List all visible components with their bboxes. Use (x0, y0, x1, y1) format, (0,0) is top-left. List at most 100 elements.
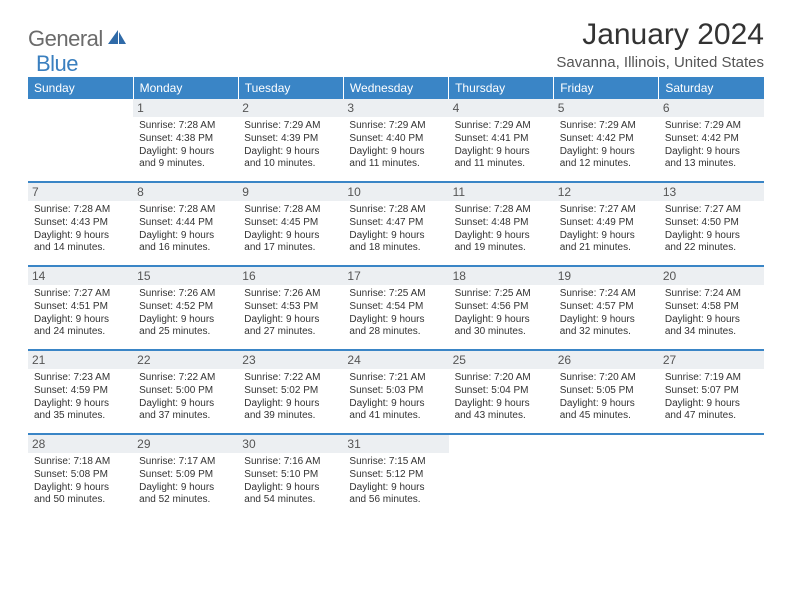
daylight-text: Daylight: 9 hours and 25 minutes. (139, 314, 232, 340)
sunset-text: Sunset: 4:48 PM (455, 217, 548, 230)
day-details: Sunrise: 7:21 AMSunset: 5:03 PMDaylight:… (347, 372, 444, 423)
day-cell: 30Sunrise: 7:16 AMSunset: 5:10 PMDayligh… (238, 435, 343, 517)
sunrise-text: Sunrise: 7:24 AM (665, 288, 758, 301)
week-row: 1Sunrise: 7:28 AMSunset: 4:38 PMDaylight… (28, 99, 764, 181)
day-number: 18 (449, 267, 554, 285)
sunrise-text: Sunrise: 7:22 AM (139, 372, 232, 385)
day-cell: 2Sunrise: 7:29 AMSunset: 4:39 PMDaylight… (238, 99, 343, 181)
daylight-text: Daylight: 9 hours and 14 minutes. (34, 230, 127, 256)
day-number: 6 (659, 99, 764, 117)
sunrise-text: Sunrise: 7:24 AM (560, 288, 653, 301)
sunset-text: Sunset: 4:38 PM (139, 133, 232, 146)
sunset-text: Sunset: 4:44 PM (139, 217, 232, 230)
sunset-text: Sunset: 5:08 PM (34, 469, 127, 482)
sunrise-text: Sunrise: 7:17 AM (139, 456, 232, 469)
day-details: Sunrise: 7:25 AMSunset: 4:56 PMDaylight:… (453, 288, 550, 339)
day-number: 29 (133, 435, 238, 453)
daylight-text: Daylight: 9 hours and 22 minutes. (665, 230, 758, 256)
sunset-text: Sunset: 4:52 PM (139, 301, 232, 314)
day-cell: 9Sunrise: 7:28 AMSunset: 4:45 PMDaylight… (238, 183, 343, 265)
week-row: 28 Sunrise: 7:18 AMSunset: 5:08 PM Dayligh… (28, 435, 764, 517)
day-details: Sunrise: 7:29 AMSunset: 4:42 PMDaylight:… (663, 120, 760, 171)
dow-friday: Friday (554, 77, 659, 99)
daylight-text: Daylight: 9 hours and 41 minutes. (349, 398, 442, 424)
day-details: Sunrise: 7:20 AMSunset: 5:04 PMDaylight:… (453, 372, 550, 423)
location: Savanna, Illinois, United States (556, 54, 764, 71)
day-details: Sunrise: 7:22 AMSunset: 5:00 PMDaylight:… (137, 372, 234, 423)
day-number: 3 (343, 99, 448, 117)
day-cell (449, 435, 554, 517)
day-number: 4 (449, 99, 554, 117)
day-number: 2 (238, 99, 343, 117)
day-details: Sunrise: 7:25 AMSunset: 4:54 PMDaylight:… (347, 288, 444, 339)
day-number: 11 (449, 183, 554, 201)
day-details: Sunrise: 7:15 AMSunset: 5:12 PMDaylight:… (347, 456, 444, 507)
day-details: Sunrise: 7:28 AMSunset: 4:45 PMDaylight:… (242, 204, 339, 255)
sunrise-text: Sunrise: 7:26 AM (139, 288, 232, 301)
sunset-text: Sunset: 4:59 PM (34, 385, 127, 398)
day-number: 27 (659, 351, 764, 369)
daylight-text: Daylight: 9 hours and 34 minutes. (665, 314, 758, 340)
week-row: 21Sunrise: 7:23 AMSunset: 4:59 PMDayligh… (28, 351, 764, 433)
title-block: January 2024 Savanna, Illinois, United S… (556, 18, 764, 71)
daylight-text: Daylight: 9 hours and 45 minutes. (560, 398, 653, 424)
brand-part2: Blue (36, 51, 78, 77)
sunrise-text: Sunrise: 7:23 AM (34, 372, 127, 385)
sunrise-text: Sunrise: 7:26 AM (244, 288, 337, 301)
sunset-text: Sunset: 4:58 PM (665, 301, 758, 314)
day-number: 28 (28, 435, 133, 453)
sunrise-text: Sunrise: 7:28 AM (349, 204, 442, 217)
sunset-text: Sunset: 4:47 PM (349, 217, 442, 230)
sunset-text: Sunset: 4:50 PM (665, 217, 758, 230)
sunset-text: Sunset: 5:03 PM (349, 385, 442, 398)
day-details: Sunrise: 7:29 AMSunset: 4:41 PMDaylight:… (453, 120, 550, 171)
week-row: 14 Sunrise: 7:27 AMSunset: 4:51 PM Dayligh… (28, 267, 764, 349)
daylight-text: Daylight: 9 hours and 10 minutes. (244, 146, 337, 172)
sunset-text: Sunset: 5:00 PM (139, 385, 232, 398)
day-number: 19 (554, 267, 659, 285)
day-cell: 3Sunrise: 7:29 AMSunset: 4:40 PMDaylight… (343, 99, 448, 181)
daylight-text: Daylight: 9 hours and 37 minutes. (139, 398, 232, 424)
dow-wednesday: Wednesday (343, 77, 448, 99)
day-number: 5 (554, 99, 659, 117)
day-cell: 21Sunrise: 7:23 AMSunset: 4:59 PMDayligh… (28, 351, 133, 433)
sunset-text: Sunset: 4:51 PM (34, 301, 127, 314)
day-cell: 12Sunrise: 7:27 AMSunset: 4:49 PMDayligh… (554, 183, 659, 265)
sunset-text: Sunset: 5:12 PM (349, 469, 442, 482)
day-details: Sunrise: 7:26 AMSunset: 4:52 PMDaylight:… (137, 288, 234, 339)
day-number: 20 (659, 267, 764, 285)
sunrise-text: Sunrise: 7:18 AM (34, 456, 127, 469)
day-details: Sunrise: 7:20 AMSunset: 5:05 PMDaylight:… (558, 372, 655, 423)
sunset-text: Sunset: 4:54 PM (349, 301, 442, 314)
dow-thursday: Thursday (449, 77, 554, 99)
day-number: 8 (133, 183, 238, 201)
calendar-table: Sunday Monday Tuesday Wednesday Thursday… (28, 77, 764, 517)
day-cell: 13Sunrise: 7:27 AMSunset: 4:50 PMDayligh… (659, 183, 764, 265)
day-details: Sunrise: 7:23 AMSunset: 4:59 PMDaylight:… (32, 372, 129, 423)
dow-row: Sunday Monday Tuesday Wednesday Thursday… (28, 77, 764, 99)
day-number: 14 (28, 267, 133, 285)
sunrise-text: Sunrise: 7:27 AM (560, 204, 653, 217)
day-cell: 5Sunrise: 7:29 AMSunset: 4:42 PMDaylight… (554, 99, 659, 181)
dow-saturday: Saturday (659, 77, 764, 99)
day-number: 30 (238, 435, 343, 453)
sunrise-text: Sunrise: 7:25 AM (349, 288, 442, 301)
sunset-text: Sunset: 4:56 PM (455, 301, 548, 314)
day-details: Sunrise: 7:24 AMSunset: 4:58 PMDaylight:… (663, 288, 760, 339)
sunset-text: Sunset: 5:10 PM (244, 469, 337, 482)
sunrise-text: Sunrise: 7:27 AM (34, 288, 127, 301)
day-cell: 4 Sunrise: 7:29 AMSunset: 4:41 PMDaylight… (449, 99, 554, 181)
dow-sunday: Sunday (28, 77, 133, 99)
sunrise-text: Sunrise: 7:25 AM (455, 288, 548, 301)
calendar-body: 1Sunrise: 7:28 AMSunset: 4:38 PMDaylight… (28, 99, 764, 517)
day-cell: 27Sunrise: 7:19 AMSunset: 5:07 PMDayligh… (659, 351, 764, 433)
daylight-text: Daylight: 9 hours and 52 minutes. (139, 482, 232, 508)
day-cell: 28Sunrise: 7:18 AMSunset: 5:08 PMDayligh… (28, 435, 133, 517)
day-details: Sunrise: 7:17 AMSunset: 5:09 PMDaylight:… (137, 456, 234, 507)
day-number: 17 (343, 267, 448, 285)
daylight-text: Daylight: 9 hours and 19 minutes. (455, 230, 548, 256)
day-details: Sunrise: 7:27 AMSunset: 4:49 PMDaylight:… (558, 204, 655, 255)
daylight-text: Daylight: 9 hours and 47 minutes. (665, 398, 758, 424)
day-details: Sunrise: 7:26 AMSunset: 4:53 PMDaylight:… (242, 288, 339, 339)
daylight-text: Daylight: 9 hours and 17 minutes. (244, 230, 337, 256)
